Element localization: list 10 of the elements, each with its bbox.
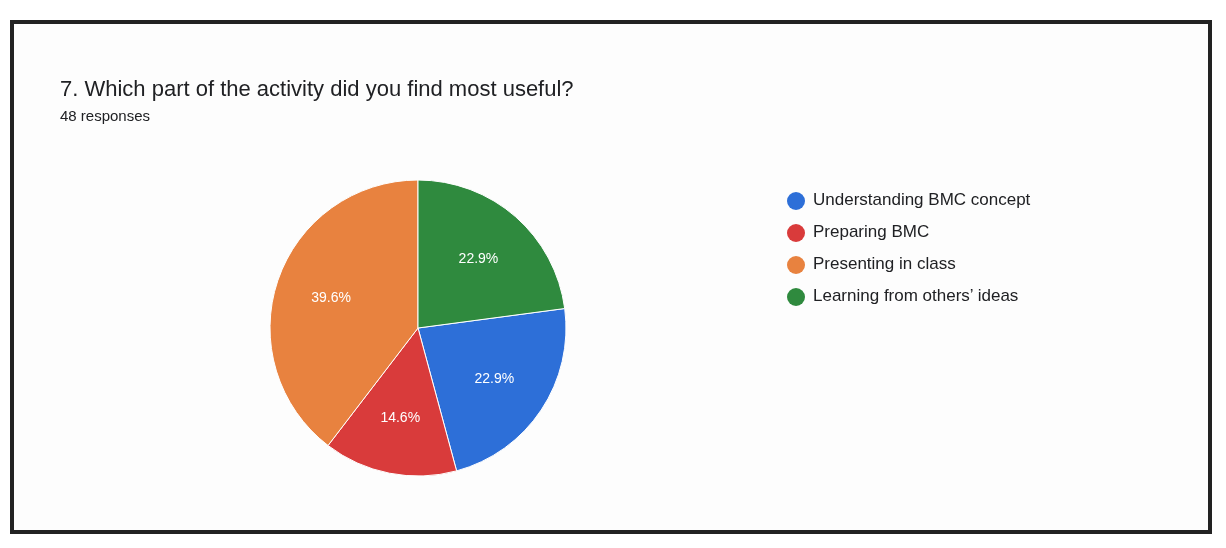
legend-label: Learning from others’ ideas — [813, 286, 1019, 306]
chart-title: 7. Which part of the activity did you find most useful? — [60, 76, 574, 101]
text: 48 responses — [60, 107, 151, 124]
legend-label: Understanding BMC concept — [813, 190, 1031, 210]
data-label: 14.6% — [380, 408, 421, 425]
data-label: 39.6% — [311, 289, 351, 306]
legend-label: Presenting in class — [813, 254, 956, 274]
data-label: 22.9% — [458, 249, 499, 266]
legend-label: Preparing BMC — [813, 222, 930, 242]
data-label: 22.9% — [474, 369, 515, 386]
